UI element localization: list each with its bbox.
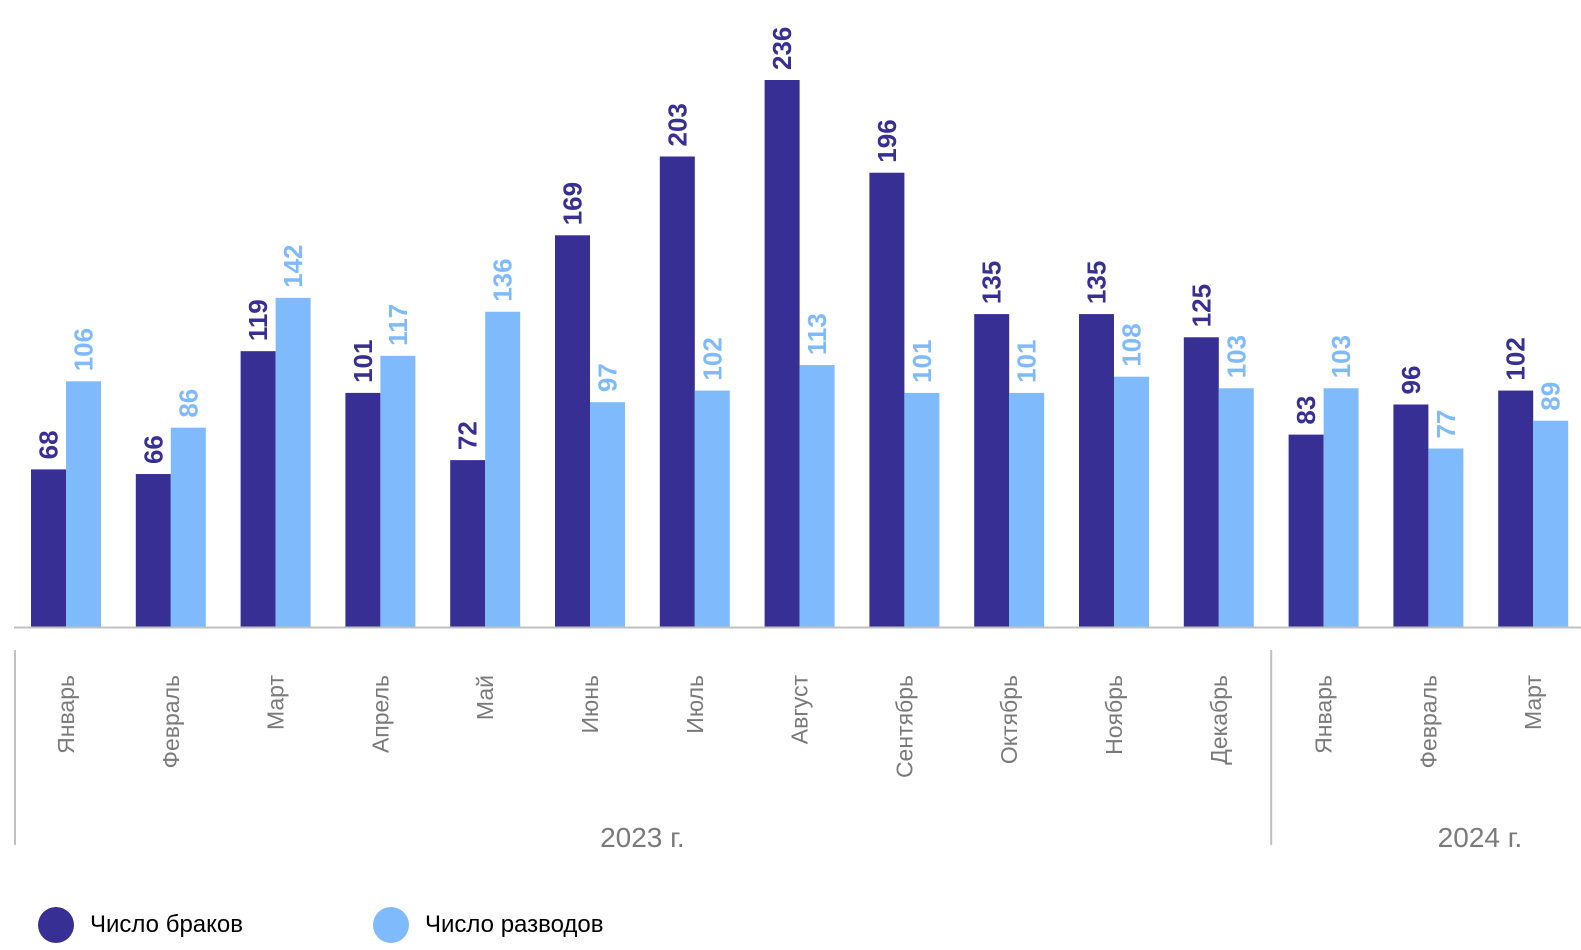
value-label-divorces-11: 108 (1117, 323, 1147, 366)
value-label-divorces-4: 117 (383, 304, 413, 346)
value-label-divorces-5: 136 (488, 258, 518, 301)
value-label-marriages-2: 66 (138, 435, 168, 464)
value-label-divorces-9: 101 (907, 340, 937, 383)
value-label-marriages-9: 196 (872, 119, 902, 162)
x-tick-label-13: Январь (1311, 675, 1337, 754)
bar-marriages-8 (764, 80, 800, 627)
value-label-divorces-14: 77 (1431, 410, 1461, 439)
value-label-marriages-3: 119 (243, 299, 273, 341)
bar-marriages-11 (1079, 314, 1114, 627)
group-label-2: 2024 г. (1438, 822, 1523, 853)
value-label-marriages-14: 96 (1396, 366, 1426, 395)
bar-divorces-14 (1428, 448, 1464, 627)
legend-item-marriages: Число браков (38, 907, 243, 943)
bar-marriages-1 (31, 469, 66, 627)
bar-marriages-14 (1393, 404, 1429, 627)
value-label-marriages-7: 203 (662, 103, 692, 146)
value-label-marriages-8: 236 (767, 27, 797, 70)
bar-divorces-10 (1009, 392, 1045, 627)
bars-layer (31, 80, 1569, 628)
x-tick-label-2: Февраль (158, 675, 184, 768)
value-label-divorces-7: 102 (697, 337, 727, 380)
x-tick-label-11: Ноябрь (1101, 675, 1127, 755)
bar-divorces-6 (590, 402, 625, 627)
value-labels-layer: 6810666861191421011177213616997203102236… (34, 27, 1566, 464)
bar-divorces-5 (485, 311, 521, 627)
value-label-divorces-15: 89 (1536, 382, 1566, 411)
bar-divorces-12 (1218, 388, 1254, 627)
value-label-divorces-8: 113 (802, 313, 832, 355)
bar-divorces-15 (1533, 420, 1569, 627)
value-label-divorces-6: 97 (593, 363, 623, 392)
legend-label-marriages: Число браков (90, 911, 243, 938)
bar-divorces-9 (904, 392, 940, 627)
bar-marriages-9 (869, 172, 905, 627)
x-tick-label-5: Май (472, 675, 498, 720)
group-labels-layer: 2023 г. 2024 г. (14, 650, 1523, 853)
value-label-marriages-4: 101 (348, 340, 378, 383)
bar-divorces-1 (66, 381, 101, 627)
bar-divorces-8 (799, 365, 835, 627)
legend-swatch-marriages (38, 907, 74, 943)
bar-marriages-3 (240, 351, 276, 627)
value-label-divorces-3: 142 (278, 244, 308, 287)
legend-label-divorces: Число разводов (425, 911, 604, 938)
bar-marriages-15 (1498, 390, 1534, 627)
bar-marriages-13 (1288, 434, 1324, 627)
x-tick-label-4: Апрель (367, 675, 393, 753)
bar-marriages-5 (450, 460, 486, 627)
bar-divorces-4 (380, 355, 416, 627)
value-label-marriages-12: 125 (1186, 284, 1216, 327)
bar-marriages-6 (555, 235, 590, 628)
value-label-marriages-6: 169 (558, 182, 588, 225)
group-label-1: 2023 г. (600, 822, 685, 853)
bar-marriages-2 (135, 474, 171, 627)
bar-marriages-7 (659, 156, 695, 628)
bar-divorces-3 (275, 297, 311, 627)
value-label-marriages-11: 135 (1082, 261, 1112, 304)
x-tick-label-12: Декабрь (1206, 675, 1232, 765)
x-tick-label-14: Февраль (1415, 675, 1441, 768)
x-tick-label-10: Октябрь (996, 675, 1022, 764)
bar-marriages-12 (1183, 337, 1219, 627)
bar-divorces-11 (1114, 376, 1149, 627)
value-label-divorces-10: 101 (1012, 340, 1042, 383)
x-tick-label-6: Июнь (577, 675, 603, 733)
bar-divorces-2 (170, 427, 206, 627)
bar-marriages-10 (974, 314, 1010, 627)
bar-divorces-13 (1323, 388, 1359, 627)
x-tick-label-8: Август (787, 675, 813, 745)
value-label-marriages-10: 135 (977, 261, 1007, 304)
legend-item-divorces: Число разводов (373, 907, 604, 943)
x-tick-label-3: Март (263, 675, 289, 730)
x-tick-label-1: Январь (53, 675, 79, 754)
x-tick-label-7: Июль (682, 675, 708, 734)
value-label-divorces-2: 86 (173, 389, 203, 418)
x-tick-label-9: Сентябрь (891, 675, 917, 778)
value-label-marriages-1: 68 (34, 430, 64, 459)
value-label-marriages-15: 102 (1501, 337, 1531, 380)
value-label-divorces-12: 103 (1221, 335, 1251, 378)
bar-marriages-4 (345, 392, 381, 627)
value-label-marriages-13: 83 (1291, 396, 1321, 425)
legend-swatch-divorces (373, 907, 409, 943)
value-label-divorces-1: 106 (69, 328, 99, 371)
value-label-divorces-13: 103 (1326, 335, 1356, 378)
legend: Число браков Число разводов (38, 906, 734, 944)
tick-labels-layer: Январь Февраль Март Апрель Май Июнь Июль Август… (53, 675, 1546, 779)
value-label-marriages-5: 72 (453, 421, 483, 450)
bar-divorces-7 (694, 390, 730, 627)
x-tick-label-15: Март (1520, 675, 1546, 730)
